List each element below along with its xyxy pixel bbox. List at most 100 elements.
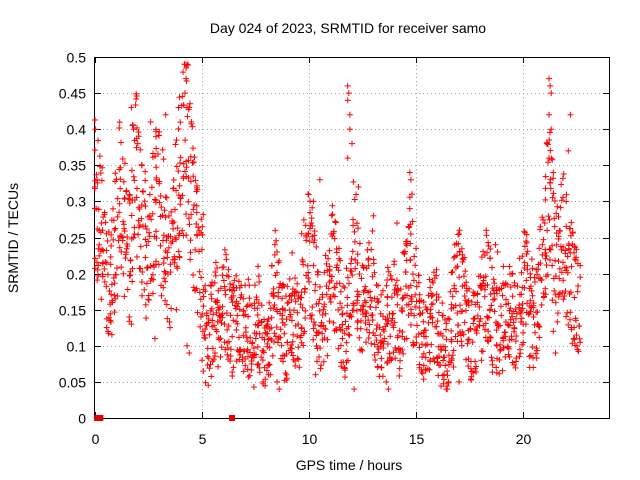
data-point bbox=[369, 317, 376, 324]
data-point bbox=[128, 212, 135, 219]
data-point bbox=[370, 212, 377, 219]
data-point bbox=[256, 369, 263, 376]
data-point bbox=[411, 253, 418, 260]
data-point bbox=[205, 382, 212, 389]
data-point bbox=[167, 261, 174, 268]
data-point bbox=[343, 310, 350, 317]
data-point bbox=[127, 272, 134, 279]
data-point bbox=[92, 255, 98, 262]
data-point bbox=[416, 304, 423, 311]
data-point bbox=[101, 209, 108, 216]
data-point bbox=[332, 218, 339, 225]
data-point bbox=[131, 197, 138, 204]
data-point bbox=[532, 329, 539, 336]
data-point bbox=[95, 262, 102, 269]
data-point bbox=[470, 289, 477, 296]
data-point bbox=[387, 333, 394, 340]
data-point bbox=[286, 275, 293, 282]
data-point bbox=[449, 352, 456, 359]
data-point bbox=[175, 125, 182, 132]
data-point bbox=[373, 326, 380, 333]
data-point bbox=[260, 349, 267, 356]
data-point bbox=[412, 303, 419, 310]
data-point bbox=[521, 259, 528, 266]
data-point bbox=[338, 363, 345, 370]
data-point bbox=[162, 214, 169, 221]
data-point bbox=[544, 271, 551, 278]
data-point bbox=[361, 297, 368, 304]
data-point bbox=[297, 334, 304, 341]
data-point bbox=[117, 185, 124, 192]
data-point bbox=[177, 160, 184, 167]
data-point bbox=[225, 338, 232, 345]
data-point bbox=[340, 283, 347, 290]
data-point bbox=[538, 301, 545, 308]
data-point bbox=[170, 225, 177, 232]
data-point bbox=[247, 334, 254, 341]
data-point bbox=[92, 116, 98, 123]
data-point bbox=[339, 321, 346, 328]
data-point bbox=[521, 228, 528, 235]
data-point bbox=[281, 321, 288, 328]
data-point bbox=[211, 322, 218, 329]
data-point bbox=[523, 239, 530, 246]
data-point bbox=[504, 281, 511, 288]
data-point bbox=[399, 305, 406, 312]
data-point bbox=[516, 302, 523, 309]
data-point bbox=[422, 342, 429, 349]
gap-marker bbox=[229, 415, 236, 421]
data-point bbox=[294, 309, 301, 316]
data-point bbox=[298, 230, 305, 237]
data-point bbox=[313, 243, 320, 250]
data-point bbox=[189, 159, 196, 166]
data-point bbox=[95, 206, 102, 213]
data-point bbox=[180, 102, 187, 109]
data-point bbox=[105, 330, 112, 337]
data-point bbox=[564, 253, 571, 260]
data-point bbox=[558, 197, 565, 204]
data-point bbox=[549, 156, 556, 163]
data-point bbox=[224, 326, 231, 333]
data-point bbox=[566, 225, 573, 232]
data-point bbox=[399, 333, 406, 340]
data-point bbox=[170, 176, 177, 183]
data-point bbox=[473, 368, 480, 375]
data-point bbox=[221, 246, 228, 253]
data-point bbox=[508, 336, 515, 343]
data-point bbox=[575, 348, 582, 355]
data-point bbox=[560, 244, 567, 251]
data-point bbox=[173, 187, 180, 194]
data-point bbox=[121, 160, 128, 167]
data-point bbox=[392, 355, 399, 362]
data-point bbox=[111, 226, 118, 233]
data-point bbox=[370, 256, 377, 263]
data-point bbox=[233, 326, 240, 333]
data-point bbox=[344, 155, 351, 162]
data-point bbox=[176, 94, 183, 101]
data-point bbox=[461, 282, 468, 289]
data-point bbox=[236, 284, 243, 291]
data-point bbox=[256, 279, 263, 286]
data-point bbox=[190, 173, 197, 180]
data-point bbox=[310, 319, 317, 326]
data-point bbox=[448, 327, 455, 334]
data-point bbox=[323, 260, 330, 267]
data-point bbox=[120, 221, 127, 228]
data-point bbox=[492, 241, 499, 248]
data-point bbox=[498, 312, 505, 319]
data-point bbox=[435, 309, 442, 316]
data-point bbox=[476, 303, 483, 310]
data-point bbox=[161, 275, 168, 282]
data-point bbox=[448, 338, 455, 345]
data-point bbox=[319, 294, 326, 301]
data-point bbox=[549, 194, 556, 201]
data-point bbox=[214, 297, 221, 304]
data-point bbox=[216, 336, 223, 343]
data-point bbox=[416, 291, 423, 298]
data-point bbox=[98, 177, 105, 184]
data-point bbox=[296, 364, 303, 371]
data-point bbox=[461, 319, 468, 326]
data-point bbox=[196, 227, 203, 234]
y-tick-label: 0.15 bbox=[59, 303, 86, 319]
data-point bbox=[98, 220, 105, 227]
